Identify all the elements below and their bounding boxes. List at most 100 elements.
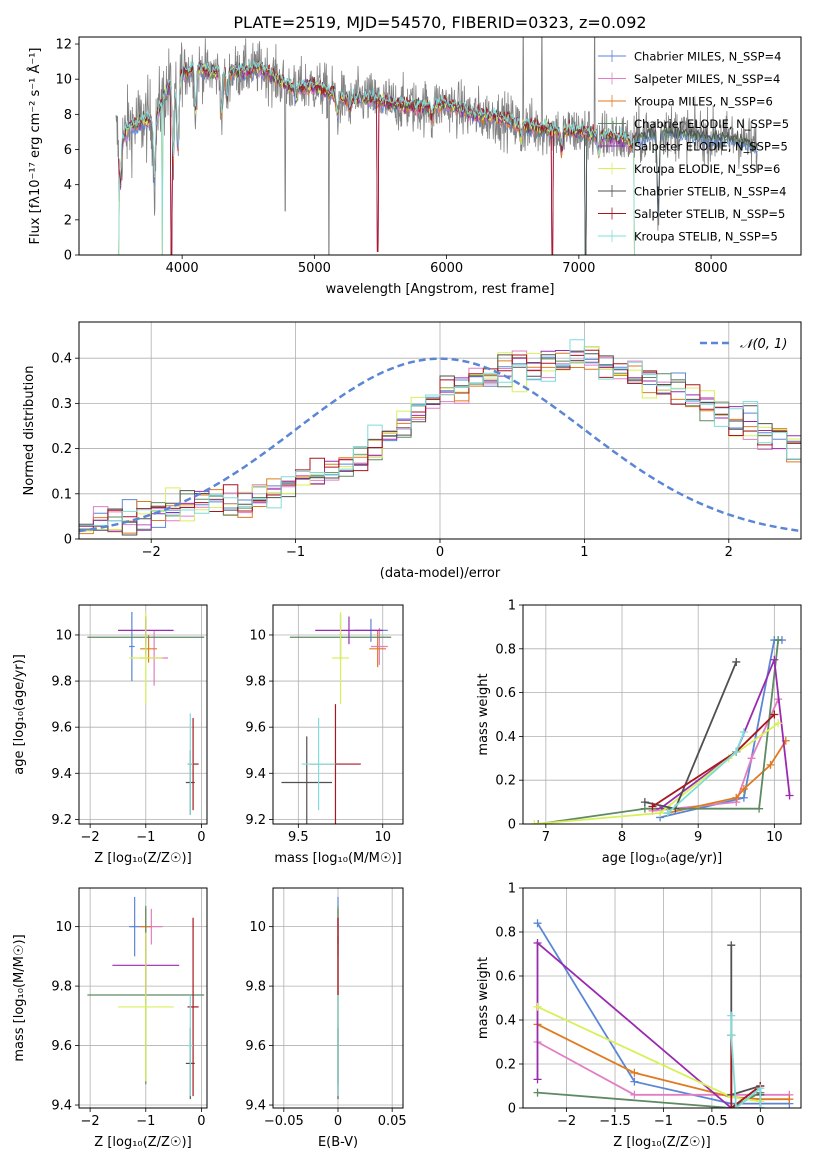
weight-marker: [732, 657, 741, 666]
y-tick-label: 8: [64, 108, 72, 123]
axes-frame: [78, 887, 208, 1109]
y-tick-label: 2: [64, 213, 72, 228]
errorbar-kroupa-stelib: [187, 995, 194, 1097]
y-tick-label: 9.4: [51, 1099, 72, 1114]
weight-line-chabrier-elodie: [538, 639, 780, 824]
x-tick-label: 1: [580, 545, 588, 560]
weight-marker: [770, 710, 779, 719]
y-tick-label: 0.2: [495, 1058, 516, 1073]
y-tick-label: 9.2: [245, 813, 266, 828]
frame-weight-vs-Z: −2 −1.5 −1 −0.5 0 0 0.2 0.4 0.6 0.8 1 Z [log₁₀(Z/Z☉…: [476, 882, 802, 1150]
y-tick-label: 0.4: [495, 1014, 516, 1029]
legend-label: Kroupa ELODIE, N_SSP=6: [634, 162, 780, 176]
x-tick-label: 7: [542, 830, 550, 845]
residual-histogram-chabrier-stelib: [79, 353, 801, 539]
weight-marker: [756, 1084, 765, 1093]
residual-histogram-kroupa-miles: [79, 352, 801, 539]
residual-histogram-salpeter-elodie: [79, 350, 801, 539]
x-tick-label: 9: [694, 830, 702, 845]
weight-marker: [727, 941, 736, 950]
weight-marker: [756, 1104, 765, 1108]
weight-line-salpeter-miles: [537, 1041, 790, 1096]
y-tick-label: 9.8: [245, 675, 266, 690]
weight-marker: [533, 1075, 542, 1084]
y-tick-label: 9.4: [245, 1099, 266, 1114]
frame-age-vs-Z: −2 −1 0 9.2 9.4 9.6 9.8 10 Z [log₁₀(Z/Z☉)] age [l…: [12, 604, 208, 866]
x-tick-label: −1: [136, 830, 155, 845]
figure-title: PLATE=2519, MJD=54570, FIBERID=0323, z=0…: [233, 13, 646, 32]
x-tick-label: −0.5: [696, 1114, 728, 1129]
y-tick-label: 0.2: [51, 442, 72, 457]
residual-histogram-chabrier-miles: [79, 356, 801, 539]
x-tick-label: −1: [286, 545, 305, 560]
x-tick-label: 6000: [430, 261, 463, 276]
weight-marker: [739, 728, 748, 737]
weight-line-kroupa-elodie: [534, 722, 779, 824]
x-tick-label: −2: [81, 830, 100, 845]
y-tick-label: 12: [55, 38, 72, 53]
plot-area-mass-vs-Z: [87, 896, 205, 1100]
x-tick-label: −2: [142, 545, 161, 560]
y-tick-label: 0: [64, 533, 72, 548]
y-axis-label: Flux [fλ10⁻¹⁷ erg cm⁻² s⁻¹ Å⁻¹]: [27, 48, 43, 245]
legend-label: Kroupa MILES, N_SSP=6: [634, 95, 773, 109]
frame-mass-vs-Z: −2 −1 0 9.4 9.6 9.8 10 Z [log₁₀(Z/Z☉)] mass [log…: [12, 887, 208, 1150]
y-tick-label: 9.4: [245, 767, 266, 782]
legend-label: Chabrier MILES, N_SSP=4: [634, 50, 781, 64]
weight-marker: [766, 760, 775, 769]
errorbar-kroupa-stelib: [187, 713, 194, 815]
axes-age-vs-Z: −2 −1 0 9.2 9.4 9.6 9.8 10 Z [log₁₀(Z/Z☉)] age [l…: [12, 604, 208, 866]
weight-marker: [663, 809, 672, 818]
plot-area-age-vs-mass: [281, 611, 392, 824]
weight-marker: [533, 1002, 542, 1011]
x-axis-label: age [log₁₀(age/yr)]: [602, 851, 723, 866]
weight-marker: [747, 754, 756, 763]
x-tick-label: 4000: [166, 261, 199, 276]
y-tick-label: 10: [55, 628, 72, 643]
x-axis-label: Z [log₁₀(Z/Z☉)]: [613, 1135, 710, 1150]
y-axis-label: mass [log₁₀(M/M☉)]: [12, 934, 27, 1061]
plot-area-spectrum: [115, 37, 758, 255]
x-axis-label: Z [log₁₀(Z/Z☉)]: [94, 1135, 191, 1150]
legend-label: Salpeter STELIB, N_SSP=5: [634, 207, 785, 221]
x-tick-label: 8000: [695, 261, 728, 276]
x-axis-label: wavelength [Angstrom, rest frame]: [326, 282, 555, 297]
weight-marker: [785, 791, 794, 800]
residual-histogram-salpeter-stelib: [79, 349, 801, 539]
x-tick-label: 0: [197, 830, 205, 845]
y-tick-label: 9.8: [51, 980, 72, 995]
y-tick-label: 1: [508, 882, 516, 897]
weight-marker: [640, 798, 649, 807]
y-tick-label: 4: [64, 178, 72, 193]
weight-marker: [774, 636, 783, 645]
normal-distribution-curve: [79, 357, 801, 533]
weight-marker: [732, 1104, 741, 1108]
weight-line-salpeter-stelib: [730, 1035, 761, 1108]
weight-marker: [534, 820, 543, 824]
errorbar-kroupa-elodie: [332, 611, 349, 705]
weight-marker: [727, 1031, 736, 1040]
x-axis-label: mass [log₁₀(M/M☉)]: [274, 851, 401, 866]
weight-marker: [648, 802, 657, 811]
errorbar-chabrier-miles: [129, 611, 135, 682]
x-tick-label: 10: [766, 830, 783, 845]
residual-histogram-kroupa-stelib: [79, 339, 801, 539]
weight-line-salpeter-stelib: [652, 713, 775, 808]
weight-marker: [732, 747, 741, 756]
y-axis-label: mass weight: [476, 673, 491, 755]
axes-weight-vs-age: 7 8 9 10 0 0.2 0.4 0.6 0.8 1 age [log₁₀(age/yr)] ma…: [476, 599, 802, 866]
weight-line-kroupa-stelib: [730, 1015, 762, 1108]
legend-label: Salpeter MILES, N_SSP=4: [634, 72, 780, 86]
plot-area-residuals: [79, 339, 801, 539]
weight-marker: [755, 804, 764, 813]
legend-label: Kroupa STELIB, N_SSP=5: [634, 230, 778, 244]
y-tick-label: 9.6: [51, 1039, 72, 1054]
plot-area-weight-vs-Z: [533, 919, 794, 1108]
axes-frame: [78, 36, 802, 256]
errorbar-kroupa-miles: [369, 630, 387, 668]
errorbar-chabrier-miles: [129, 896, 141, 957]
y-tick-label: 0.6: [495, 970, 516, 985]
x-tick-label: 0: [756, 1114, 764, 1129]
y-tick-label: 0.8: [495, 926, 516, 941]
weight-marker: [732, 793, 741, 802]
